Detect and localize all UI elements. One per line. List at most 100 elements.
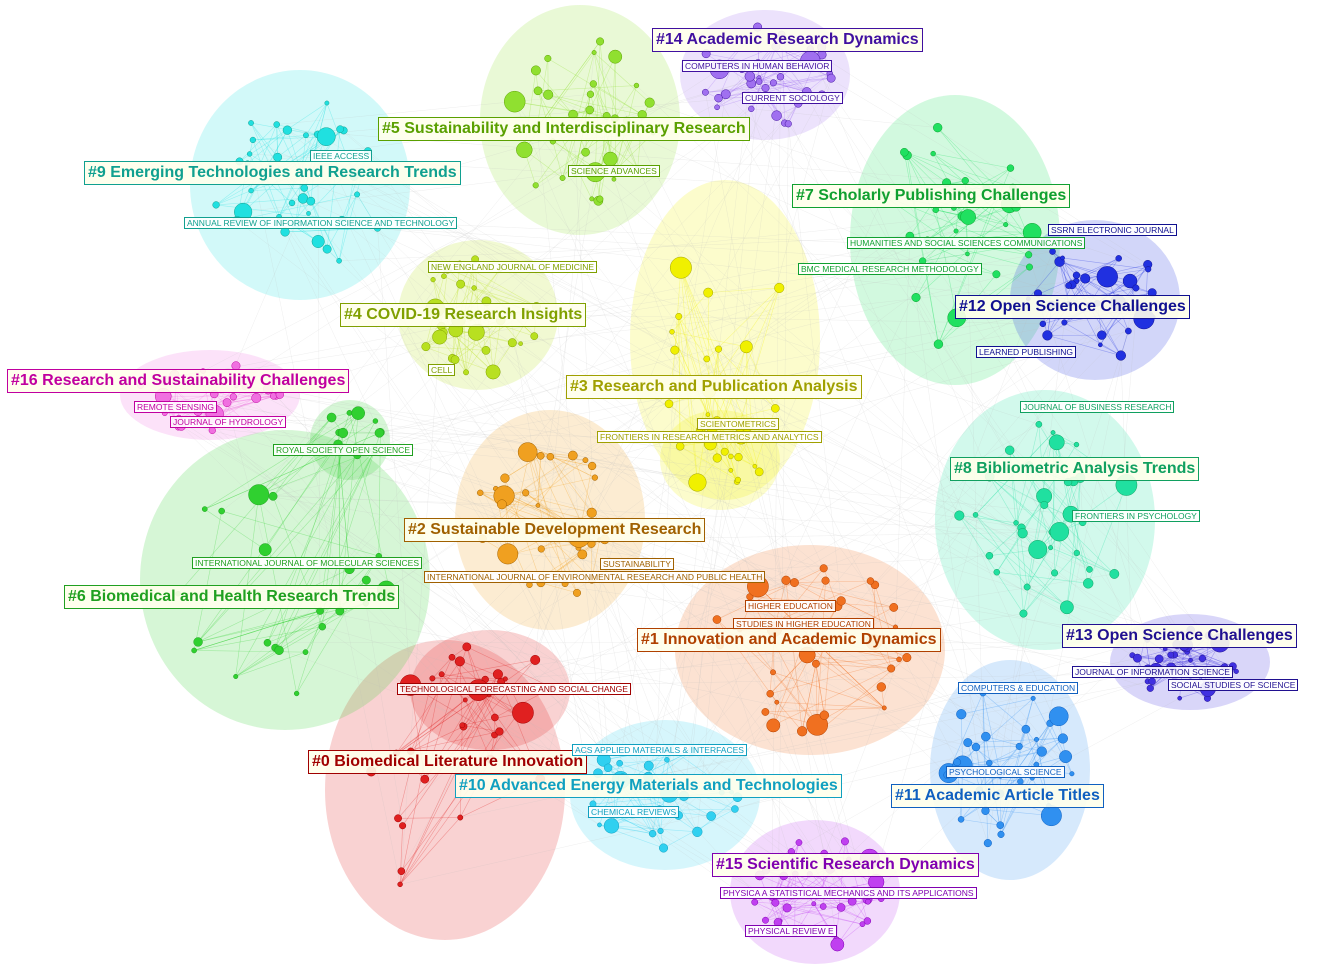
background-link <box>158 405 738 798</box>
background-link <box>176 380 896 628</box>
node <box>1026 263 1033 271</box>
node <box>222 398 232 408</box>
node <box>1177 695 1182 701</box>
link <box>1037 481 1074 550</box>
background-link <box>243 171 576 213</box>
node <box>664 399 674 409</box>
node <box>603 818 620 834</box>
link <box>537 455 574 506</box>
node <box>819 903 827 910</box>
background-link <box>276 94 591 125</box>
background-link <box>810 60 1225 668</box>
node <box>462 642 472 652</box>
node <box>953 228 959 234</box>
background-link <box>319 610 977 748</box>
cluster-area <box>935 390 1155 650</box>
link <box>708 287 780 293</box>
background-link <box>459 285 1069 662</box>
background-link <box>915 297 1053 533</box>
link <box>751 77 832 84</box>
link <box>765 707 885 713</box>
background-link <box>732 64 987 737</box>
node <box>421 342 431 352</box>
background-links <box>140 46 1237 945</box>
link <box>619 759 667 764</box>
node <box>274 645 284 655</box>
journal-label: INTERNATIONAL JOURNAL OF ENVIRONMENTAL R… <box>424 571 766 583</box>
cluster-label: #4 COVID-19 Research Insights <box>340 303 587 327</box>
link <box>278 450 376 651</box>
link <box>769 693 803 732</box>
node <box>826 73 836 83</box>
link <box>989 476 1045 506</box>
link <box>595 41 601 173</box>
node <box>438 671 445 678</box>
link <box>680 267 748 426</box>
link <box>338 432 341 612</box>
link <box>267 603 366 644</box>
link <box>214 395 274 415</box>
background-link <box>552 687 863 925</box>
node <box>504 90 526 113</box>
link <box>552 141 563 179</box>
link <box>530 445 566 584</box>
link <box>550 456 592 513</box>
node <box>372 418 379 424</box>
background-link <box>613 179 850 860</box>
node <box>1083 578 1094 589</box>
node <box>1061 319 1068 326</box>
link <box>536 41 601 129</box>
link <box>794 580 871 583</box>
node <box>1109 569 1120 579</box>
link <box>837 901 869 945</box>
node <box>336 125 344 133</box>
node <box>1013 520 1019 526</box>
node <box>953 758 961 767</box>
node <box>303 132 309 139</box>
node <box>755 78 763 85</box>
node <box>1122 273 1138 289</box>
node <box>1049 248 1056 255</box>
cluster-label: #9 Emerging Technologies and Research Tr… <box>84 161 461 185</box>
node <box>819 710 830 720</box>
link <box>593 83 607 117</box>
background-link <box>613 195 884 822</box>
link <box>396 661 461 754</box>
background-link <box>490 82 774 760</box>
link <box>247 129 288 164</box>
link <box>305 102 328 136</box>
node <box>354 191 361 198</box>
background-link <box>432 584 530 679</box>
link <box>1087 484 1127 584</box>
node <box>306 211 311 216</box>
journal-label: COMPUTERS & EDUCATION <box>958 682 1079 694</box>
node <box>1048 545 1054 551</box>
journal-label: COMPUTERS IN HUMAN BEHAVIOR <box>682 60 833 72</box>
node <box>1188 657 1193 663</box>
journal-label: ANNUAL REVIEW OF INFORMATION SCIENCE AND… <box>184 217 458 229</box>
journal-label: CELL <box>428 364 456 376</box>
node <box>462 697 468 703</box>
background-link <box>439 336 892 669</box>
link <box>678 316 698 483</box>
node <box>648 829 657 838</box>
link <box>716 73 830 108</box>
link <box>193 511 222 651</box>
node <box>954 510 965 521</box>
background-link <box>287 129 1089 584</box>
node <box>322 244 332 254</box>
node <box>249 136 256 144</box>
link <box>216 198 304 206</box>
link <box>1076 552 1115 575</box>
background-link <box>751 108 938 128</box>
node <box>752 463 758 469</box>
link <box>194 650 306 653</box>
link <box>610 56 616 160</box>
journal-label: BMC MEDICAL RESEARCH METHODOLOGY <box>798 263 982 275</box>
link <box>1052 432 1055 573</box>
node <box>1059 750 1073 764</box>
link <box>221 510 379 557</box>
node <box>1049 522 1070 542</box>
link <box>989 738 1063 764</box>
cluster-label: #10 Advanced Energy Materials and Techno… <box>455 774 842 798</box>
